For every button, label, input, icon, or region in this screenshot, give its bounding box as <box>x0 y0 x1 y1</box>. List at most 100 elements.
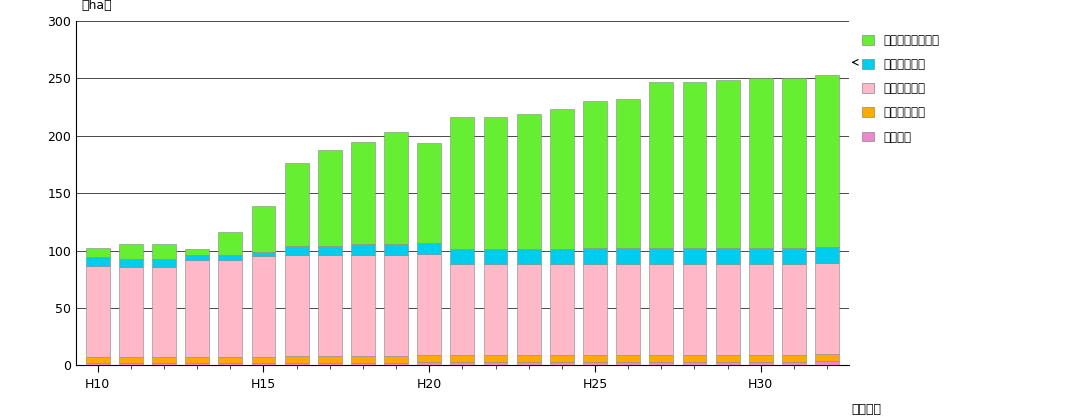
Bar <box>318 246 342 255</box>
Bar <box>782 362 806 365</box>
Bar <box>450 264 474 355</box>
Bar <box>185 363 209 365</box>
Legend: 特別緑地保全地区, 緑の保全地域, 緑地保全協定, ふれあいの森, 保存樹林: 特別緑地保全地区, 緑の保全地域, 緑地保全協定, ふれあいの森, 保存樹林 <box>863 34 940 144</box>
Bar <box>185 260 209 357</box>
Bar <box>583 362 607 365</box>
Bar <box>152 357 176 363</box>
Bar <box>682 82 706 248</box>
Bar <box>517 249 541 264</box>
Bar <box>219 255 243 260</box>
Bar <box>351 142 375 244</box>
Bar <box>318 363 342 365</box>
Bar <box>716 248 740 264</box>
Bar <box>549 362 573 365</box>
Bar <box>119 259 143 267</box>
Bar <box>716 355 740 362</box>
Bar <box>285 255 309 356</box>
Bar <box>251 252 275 256</box>
Bar <box>185 255 209 260</box>
Bar <box>815 247 839 263</box>
Bar <box>716 79 740 248</box>
Bar <box>484 362 507 365</box>
Bar <box>251 206 275 252</box>
Bar <box>418 355 441 362</box>
Bar <box>749 362 772 365</box>
Bar <box>219 232 243 255</box>
Bar <box>716 264 740 355</box>
Bar <box>549 355 573 362</box>
Bar <box>86 363 110 365</box>
Bar <box>716 362 740 365</box>
Bar <box>650 264 673 355</box>
Bar <box>517 355 541 362</box>
Bar <box>418 143 441 243</box>
Bar <box>86 357 110 363</box>
Bar <box>782 79 806 248</box>
Bar <box>351 363 375 365</box>
Bar <box>517 362 541 365</box>
Bar <box>650 82 673 248</box>
Bar <box>152 244 176 259</box>
Bar <box>749 355 772 362</box>
Bar <box>815 361 839 365</box>
Bar <box>285 356 309 363</box>
Bar <box>119 267 143 357</box>
Bar <box>682 264 706 355</box>
Bar <box>384 255 408 356</box>
Bar <box>517 264 541 355</box>
Bar <box>384 363 408 365</box>
Bar <box>484 355 507 362</box>
Bar <box>616 264 640 355</box>
Bar <box>152 267 176 357</box>
Bar <box>583 355 607 362</box>
Text: （年度）: （年度） <box>851 403 881 416</box>
Bar <box>450 355 474 362</box>
Bar <box>815 75 839 247</box>
Bar <box>450 118 474 249</box>
Bar <box>251 363 275 365</box>
Bar <box>650 248 673 264</box>
Bar <box>549 249 573 264</box>
Bar <box>152 363 176 365</box>
Bar <box>616 99 640 248</box>
Bar <box>285 363 309 365</box>
Bar <box>682 355 706 362</box>
Bar <box>815 354 839 361</box>
Bar <box>549 109 573 249</box>
Bar <box>152 259 176 267</box>
Bar <box>682 362 706 365</box>
Bar <box>815 263 839 354</box>
Bar <box>749 264 772 355</box>
Bar <box>285 246 309 255</box>
Bar <box>219 260 243 357</box>
Bar <box>749 248 772 264</box>
Bar <box>285 163 309 246</box>
Bar <box>583 264 607 355</box>
Bar <box>119 357 143 363</box>
Bar <box>583 248 607 264</box>
Bar <box>185 357 209 363</box>
Bar <box>384 132 408 244</box>
Bar <box>650 355 673 362</box>
Bar <box>219 363 243 365</box>
Bar <box>185 249 209 255</box>
Bar <box>450 362 474 365</box>
Bar <box>782 264 806 355</box>
Bar <box>616 355 640 362</box>
Bar <box>351 356 375 363</box>
Bar <box>251 357 275 363</box>
Bar <box>384 244 408 255</box>
Bar <box>650 362 673 365</box>
Bar <box>351 255 375 356</box>
Bar <box>749 79 772 248</box>
Text: （ha）: （ha） <box>82 0 112 12</box>
Bar <box>351 244 375 255</box>
Bar <box>384 356 408 363</box>
Bar <box>682 248 706 264</box>
Bar <box>782 355 806 362</box>
Bar <box>86 248 110 257</box>
Bar <box>251 256 275 357</box>
Bar <box>484 249 507 264</box>
Bar <box>484 264 507 355</box>
Bar <box>450 249 474 264</box>
